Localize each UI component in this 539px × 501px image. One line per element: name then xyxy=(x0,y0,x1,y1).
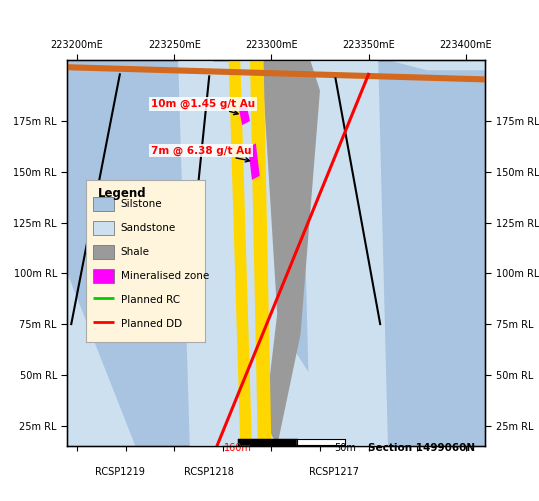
Polygon shape xyxy=(238,60,277,446)
Polygon shape xyxy=(229,60,252,446)
Text: 10m @1.45 g/t Au: 10m @1.45 g/t Au xyxy=(151,99,255,115)
Bar xyxy=(93,269,114,283)
Text: Planned DD: Planned DD xyxy=(121,319,182,329)
Text: Silstone: Silstone xyxy=(121,199,162,209)
Bar xyxy=(93,221,114,235)
Text: Shale: Shale xyxy=(121,247,150,257)
Polygon shape xyxy=(178,60,229,446)
Text: Section 1499060N: Section 1499060N xyxy=(368,443,475,453)
Text: 7m @ 6.38 g/t Au: 7m @ 6.38 g/t Au xyxy=(151,145,251,162)
Text: Mineralised zone: Mineralised zone xyxy=(121,271,209,281)
Polygon shape xyxy=(261,60,485,446)
Text: RCSP1218: RCSP1218 xyxy=(184,467,234,477)
Polygon shape xyxy=(248,143,260,180)
Text: Legend: Legend xyxy=(98,187,147,200)
Text: Sandstone: Sandstone xyxy=(121,223,176,233)
Polygon shape xyxy=(261,60,320,446)
Polygon shape xyxy=(67,64,485,83)
Text: 50m: 50m xyxy=(334,443,356,453)
Text: RCSP1219: RCSP1219 xyxy=(95,467,145,477)
Polygon shape xyxy=(238,103,250,125)
Polygon shape xyxy=(250,60,271,446)
Polygon shape xyxy=(67,60,223,446)
Text: 160m: 160m xyxy=(224,443,252,453)
Polygon shape xyxy=(67,40,485,446)
Bar xyxy=(93,244,114,259)
Text: RCSP1217: RCSP1217 xyxy=(308,467,358,477)
Bar xyxy=(93,197,114,211)
Text: Planned RC: Planned RC xyxy=(121,295,180,305)
Polygon shape xyxy=(301,60,388,446)
